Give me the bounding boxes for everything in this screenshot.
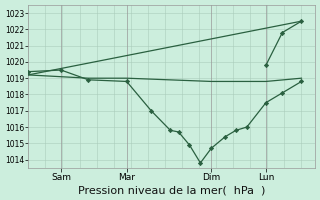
- X-axis label: Pression niveau de la mer(  hPa  ): Pression niveau de la mer( hPa ): [78, 185, 265, 195]
